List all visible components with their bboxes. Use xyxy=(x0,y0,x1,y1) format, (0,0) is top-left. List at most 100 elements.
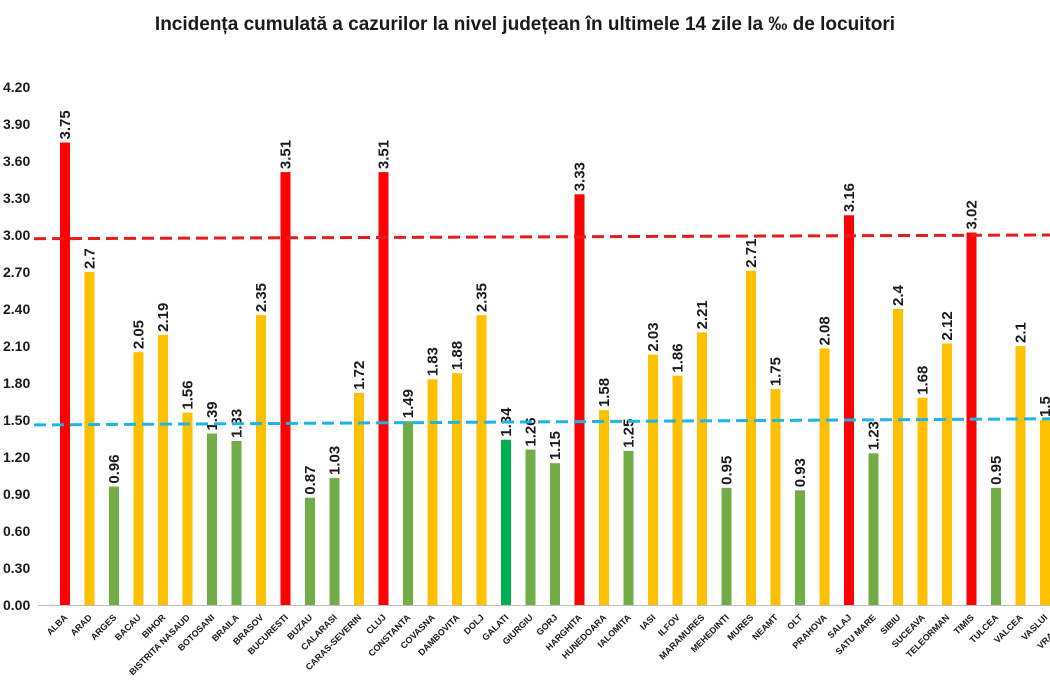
category-label: TELEORMAN xyxy=(904,612,951,659)
y-tick-label: 0.90 xyxy=(3,486,30,502)
bar xyxy=(452,373,462,605)
data-label: 1.72 xyxy=(351,361,368,390)
bar xyxy=(648,354,658,605)
y-tick-label: 2.70 xyxy=(3,264,30,280)
bar xyxy=(109,486,119,605)
data-label: 3.75 xyxy=(57,110,74,139)
y-tick-label: 2.40 xyxy=(3,301,30,317)
bar xyxy=(721,487,732,605)
y-tick-label: 1.50 xyxy=(3,412,30,428)
bar xyxy=(819,348,830,605)
data-label: 1.15 xyxy=(547,431,564,460)
data-label: 1.03 xyxy=(327,446,344,475)
y-tick-label: 3.30 xyxy=(3,190,30,206)
data-label: 1.83 xyxy=(425,347,442,376)
data-label: 1.56 xyxy=(180,380,197,409)
data-label: 3.51 xyxy=(376,140,393,169)
bar xyxy=(795,490,805,605)
bar xyxy=(868,453,879,605)
data-label: 2.03 xyxy=(645,322,662,351)
category-label: BACAU xyxy=(113,612,143,642)
chart-title: Incidența cumulată a cazurilor la nivel … xyxy=(154,14,896,35)
bar xyxy=(378,172,389,605)
bar xyxy=(525,449,536,605)
data-label: 3.51 xyxy=(278,140,295,169)
y-tick-label: 1.20 xyxy=(3,449,30,465)
data-label: 1.26 xyxy=(523,417,540,446)
data-label: 1.23 xyxy=(866,421,883,450)
data-label: 3.16 xyxy=(841,183,858,212)
bar xyxy=(991,487,1001,605)
data-label: 2.21 xyxy=(694,300,711,329)
y-tick-label: 0.00 xyxy=(3,597,30,613)
data-label: 1.75 xyxy=(768,357,785,386)
data-label: 2.05 xyxy=(131,320,148,349)
data-label: 2.19 xyxy=(155,303,172,332)
category-label: IASI xyxy=(638,612,657,631)
bar xyxy=(280,172,291,605)
data-label: 0.93 xyxy=(792,458,809,487)
data-label: 2.4 xyxy=(890,284,907,306)
y-tick-label: 4.20 xyxy=(3,79,30,95)
bar xyxy=(599,410,609,605)
bar xyxy=(403,421,413,605)
data-label: 2.1 xyxy=(1013,322,1030,343)
data-label: 1.68 xyxy=(915,366,932,395)
data-label: 2.12 xyxy=(939,311,956,340)
bar xyxy=(1040,420,1050,605)
data-label: 1.49 xyxy=(400,389,417,418)
data-label: 2.08 xyxy=(817,316,834,345)
bar xyxy=(917,397,928,605)
data-label: 3.33 xyxy=(572,162,589,191)
category-label: NEAMT xyxy=(750,612,780,642)
data-label: 2.35 xyxy=(253,283,270,312)
data-label: 0.95 xyxy=(988,456,1005,485)
data-label: 0.96 xyxy=(106,454,123,483)
bar xyxy=(574,194,585,606)
data-label: 1.88 xyxy=(449,341,466,370)
data-label: 0.95 xyxy=(719,456,736,485)
data-label: 0.87 xyxy=(302,465,319,494)
bar xyxy=(746,270,756,605)
bar xyxy=(84,272,95,605)
bar xyxy=(354,392,364,605)
y-tick-label: 3.90 xyxy=(3,116,30,132)
bar xyxy=(501,439,511,605)
y-tick-label: 3.60 xyxy=(3,153,30,169)
category-label: ALBA xyxy=(45,612,70,637)
category-label: OLT xyxy=(785,612,805,632)
bar xyxy=(256,315,266,605)
bar xyxy=(844,215,854,605)
bar xyxy=(697,332,707,605)
bar xyxy=(133,352,144,605)
y-tick-label: 0.30 xyxy=(3,560,30,576)
data-label: 2.7 xyxy=(82,248,99,269)
bar xyxy=(893,309,903,605)
data-label: 3.02 xyxy=(964,200,981,229)
category-label: MURES xyxy=(725,612,755,642)
bar xyxy=(207,433,217,605)
bar xyxy=(550,463,560,605)
reference-line xyxy=(33,233,1050,241)
bar xyxy=(182,412,193,605)
bar xyxy=(942,343,952,605)
bar xyxy=(672,375,683,605)
bar xyxy=(329,477,340,605)
data-label: 1.5 xyxy=(1037,396,1050,417)
y-tick-label: 3.00 xyxy=(3,227,30,243)
data-label: 1.58 xyxy=(596,378,613,407)
data-label: 2.35 xyxy=(474,283,491,312)
data-label: 1.25 xyxy=(621,419,638,448)
y-tick-label: 0.60 xyxy=(3,523,30,539)
reference-line xyxy=(33,417,1050,427)
bar xyxy=(770,389,781,605)
bar xyxy=(476,315,487,605)
data-label: 1.86 xyxy=(670,343,687,372)
bar xyxy=(158,334,168,605)
data-label: 1.39 xyxy=(204,401,221,430)
y-tick-label: 1.80 xyxy=(3,375,30,391)
data-label: 2.71 xyxy=(743,239,760,268)
bar xyxy=(60,142,70,605)
bar xyxy=(1015,346,1026,605)
